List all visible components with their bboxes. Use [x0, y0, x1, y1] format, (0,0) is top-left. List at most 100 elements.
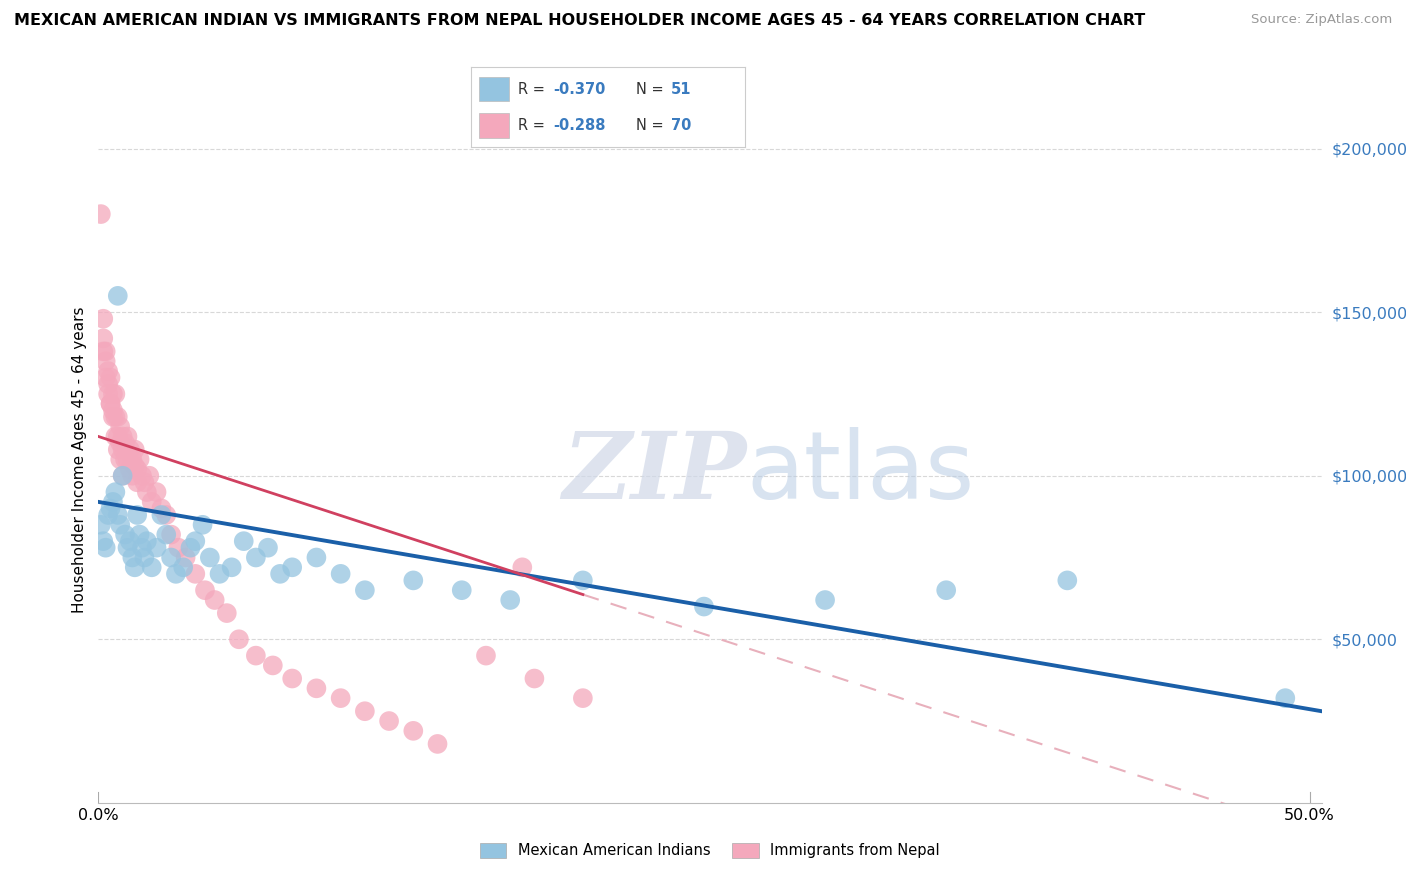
Point: [110, 452, 132, 467]
Text: MEXICAN AMERICAN INDIAN VS IMMIGRANTS FROM NEPAL HOUSEHOLDER INCOME AGES 45 - 64: MEXICAN AMERICAN INDIAN VS IMMIGRANTS FR…: [14, 13, 1146, 29]
Point: [110, 517, 132, 532]
Point: [91, 331, 114, 345]
Point: [104, 409, 127, 424]
Point: [127, 475, 149, 490]
Point: [450, 583, 472, 598]
Point: [221, 560, 243, 574]
Point: [208, 566, 231, 581]
Point: [167, 541, 190, 555]
Point: [499, 593, 522, 607]
Point: [523, 672, 546, 686]
Text: atlas: atlas: [747, 427, 974, 519]
Point: [165, 566, 187, 581]
Point: [97, 508, 120, 522]
Point: [155, 508, 177, 522]
Point: [94, 354, 117, 368]
Point: [94, 541, 117, 555]
Point: [204, 593, 226, 607]
Point: [101, 495, 124, 509]
Point: [145, 485, 167, 500]
FancyBboxPatch shape: [479, 78, 509, 102]
Point: [100, 397, 122, 411]
Point: [107, 508, 129, 522]
Point: [245, 550, 267, 565]
Point: [117, 452, 139, 467]
Point: [184, 534, 207, 549]
Point: [329, 691, 352, 706]
Point: [198, 550, 221, 565]
Point: [104, 485, 127, 500]
Point: [191, 517, 214, 532]
Point: [281, 560, 304, 574]
Point: [121, 468, 143, 483]
Point: [160, 550, 183, 565]
Point: [110, 436, 132, 450]
Point: [150, 508, 173, 522]
Point: [111, 442, 134, 457]
Point: [814, 593, 837, 607]
Point: [100, 370, 122, 384]
Point: [354, 583, 377, 598]
Point: [131, 468, 153, 483]
Point: [135, 534, 157, 549]
Point: [118, 534, 141, 549]
Point: [111, 468, 134, 483]
Point: [101, 403, 124, 417]
Point: [329, 566, 352, 581]
Point: [121, 550, 143, 565]
Point: [402, 574, 425, 588]
Point: [354, 704, 377, 718]
Point: [110, 419, 132, 434]
Point: [179, 541, 201, 555]
Point: [693, 599, 716, 614]
Text: 70: 70: [671, 118, 692, 133]
Point: [91, 344, 114, 359]
Point: [111, 429, 134, 443]
Point: [104, 387, 127, 401]
Point: [134, 475, 156, 490]
Point: [114, 436, 136, 450]
Text: Source: ZipAtlas.com: Source: ZipAtlas.com: [1251, 13, 1392, 27]
Point: [118, 462, 141, 476]
Point: [124, 560, 146, 574]
Point: [91, 534, 114, 549]
Legend: Mexican American Indians, Immigrants from Nepal: Mexican American Indians, Immigrants fro…: [474, 837, 946, 864]
Point: [145, 541, 167, 555]
Point: [174, 550, 197, 565]
FancyBboxPatch shape: [479, 113, 509, 137]
Point: [94, 344, 117, 359]
Point: [90, 517, 112, 532]
Point: [135, 485, 157, 500]
Point: [269, 566, 291, 581]
Point: [97, 387, 120, 401]
Point: [160, 527, 183, 541]
Point: [107, 429, 129, 443]
Point: [127, 462, 149, 476]
Point: [572, 574, 595, 588]
Point: [101, 387, 124, 401]
Point: [100, 397, 122, 411]
Point: [134, 550, 156, 565]
Point: [101, 409, 124, 424]
Point: [128, 452, 150, 467]
Point: [1056, 574, 1078, 588]
Point: [155, 527, 177, 541]
Point: [97, 377, 120, 392]
Point: [107, 289, 129, 303]
Text: -0.370: -0.370: [554, 82, 606, 97]
Point: [402, 723, 425, 738]
Point: [121, 452, 143, 467]
Point: [935, 583, 957, 598]
Text: R =: R =: [517, 82, 550, 97]
Point: [215, 606, 238, 620]
Point: [131, 541, 153, 555]
Point: [305, 550, 328, 565]
Text: N =: N =: [636, 82, 668, 97]
Point: [114, 452, 136, 467]
Point: [118, 442, 141, 457]
Point: [90, 207, 112, 221]
Point: [184, 566, 207, 581]
Y-axis label: Householder Income Ages 45 - 64 years: Householder Income Ages 45 - 64 years: [72, 306, 87, 613]
Point: [97, 364, 120, 378]
Point: [510, 560, 533, 574]
